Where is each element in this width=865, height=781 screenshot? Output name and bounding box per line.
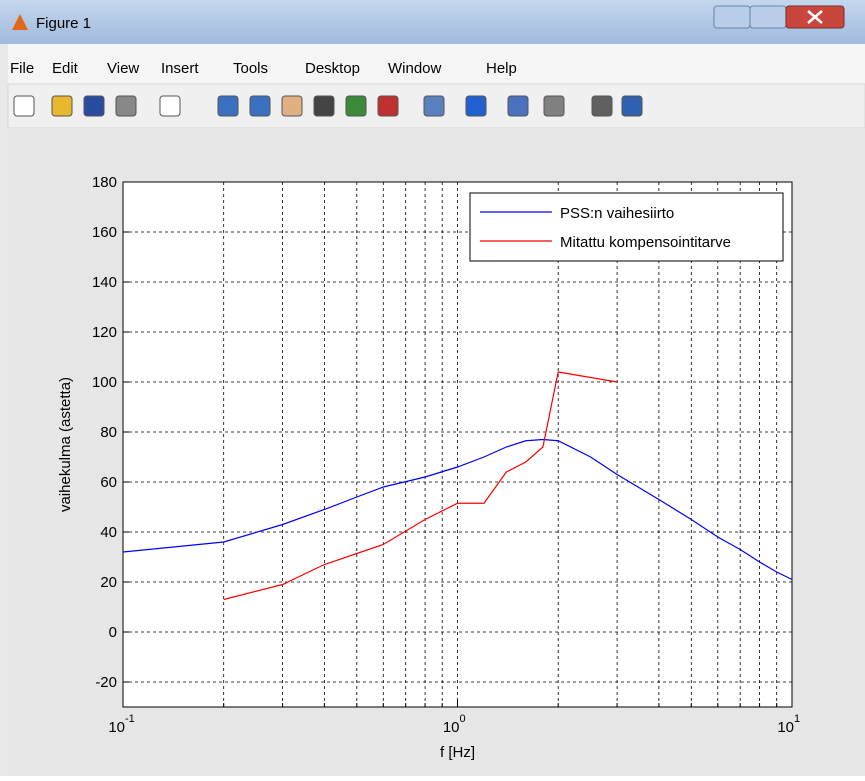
menu-item[interactable]: Tools (233, 60, 268, 77)
x-tick-label: 10 (108, 719, 125, 736)
toolbar-button[interactable] (544, 96, 564, 116)
y-tick-label: 120 (92, 324, 117, 341)
toolbar-button[interactable] (314, 96, 334, 116)
toolbar-button[interactable] (116, 96, 136, 116)
y-tick-label: -20 (95, 674, 117, 691)
toolbar-button[interactable] (592, 96, 612, 116)
minimize-button[interactable] (714, 6, 750, 28)
y-tick-label: 60 (100, 474, 117, 491)
menu-item[interactable]: Insert (161, 60, 199, 77)
menu-item[interactable]: Help (486, 60, 517, 77)
menu-item[interactable]: Edit (52, 60, 79, 77)
y-tick-label: 40 (100, 524, 117, 541)
legend-label: PSS:n vaihesiirto (560, 205, 674, 222)
x-tick-exponent: -1 (125, 713, 135, 725)
toolbar-button[interactable] (84, 96, 104, 116)
figure-window: Figure 1 File Edit View Insert Tools Desktop W… (0, 0, 865, 776)
page: Figure 1 File Edit View Insert Tools Desktop W… (0, 0, 865, 781)
y-tick-label: 20 (100, 574, 117, 591)
toolbar-button[interactable] (218, 96, 238, 116)
toolbar-button[interactable] (250, 96, 270, 116)
menu-item[interactable]: View (107, 60, 139, 77)
toolbar-button[interactable] (346, 96, 366, 116)
window-title: Figure 1 (36, 15, 91, 32)
y-axis-label: vaihekulma (astetta) (57, 377, 74, 512)
toolbar-button[interactable] (466, 96, 486, 116)
menu-item[interactable]: Window (388, 60, 442, 77)
x-tick-exponent: 1 (794, 713, 800, 725)
toolbar-button[interactable] (52, 96, 72, 116)
toolbar-button[interactable] (14, 96, 34, 116)
y-tick-label: 80 (100, 424, 117, 441)
menu-item[interactable]: File (10, 60, 34, 77)
toolbar-button[interactable] (282, 96, 302, 116)
toolbar-button[interactable] (622, 96, 642, 116)
y-tick-label: 100 (92, 374, 117, 391)
x-tick-exponent: 0 (460, 713, 466, 725)
maximize-button[interactable] (750, 6, 786, 28)
menu-item[interactable]: Desktop (305, 60, 360, 77)
x-tick-label: 10 (443, 719, 460, 736)
toolbar-button[interactable] (424, 96, 444, 116)
y-tick-label: 140 (92, 274, 117, 291)
legend-label: Mitattu kompensointitarve (560, 234, 731, 251)
toolbar-button[interactable] (378, 96, 398, 116)
toolbar-button[interactable] (508, 96, 528, 116)
y-tick-label: 180 (92, 174, 117, 191)
x-tick-label: 10 (777, 719, 794, 736)
y-tick-label: 160 (92, 224, 117, 241)
x-axis-label: f [Hz] (440, 744, 475, 761)
y-tick-label: 0 (109, 624, 117, 641)
toolbar-button[interactable] (160, 96, 180, 116)
